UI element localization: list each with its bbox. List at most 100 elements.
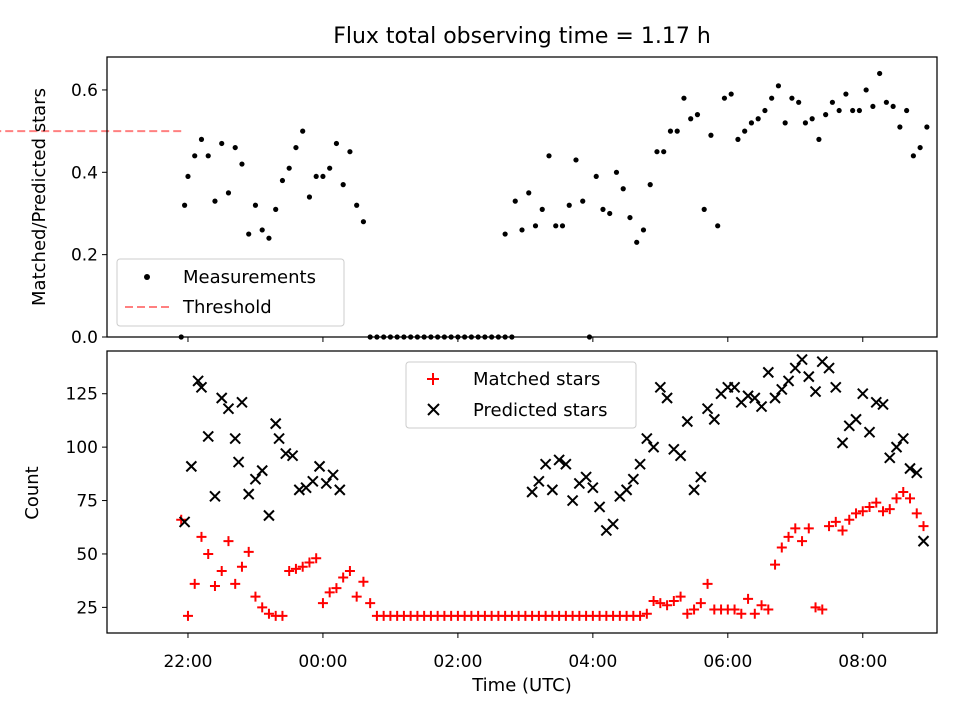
measurement-point [225, 190, 232, 196]
predicted-stars-point [313, 460, 326, 473]
measurement-point [870, 103, 876, 110]
predicted-stars-point [769, 392, 781, 404]
measurement-point [890, 103, 896, 110]
y-tick-label: 100 [66, 438, 98, 458]
y-tick-label: 75 [76, 492, 98, 512]
bottom-legend: Matched stars Predicted stars [405, 361, 637, 429]
predicted-stars-point [904, 462, 916, 475]
measurement-point [829, 99, 836, 105]
measurement-point [863, 87, 869, 93]
measurement-point [877, 70, 883, 77]
predicted-stars-point [327, 469, 339, 481]
matched-stars-point [311, 553, 322, 564]
matched-stars-point [851, 508, 862, 519]
measurement-point [742, 128, 748, 134]
predicted-stars-point [546, 484, 559, 496]
predicted-stars-point [580, 471, 592, 483]
measurement-point [917, 144, 923, 151]
legend-matched-label: Matched stars [473, 369, 600, 390]
matched-stars-point [648, 595, 659, 606]
measurement-point [239, 161, 245, 167]
predicted-stars-point [269, 417, 282, 430]
matched-stars-point [297, 561, 308, 572]
predicted-stars-point [674, 449, 687, 462]
measurement-point [340, 182, 346, 188]
measurement-point [721, 95, 728, 101]
predicted-stars-point [755, 400, 768, 413]
predicted-stars-point [307, 475, 319, 488]
measurement-point [198, 136, 205, 142]
matched-stars-point [743, 593, 754, 604]
measurement-point [512, 198, 518, 204]
predicted-stars-point [249, 473, 262, 485]
matched-stars-point [351, 591, 362, 602]
matched-stars-point [668, 595, 679, 606]
measurement-point [593, 173, 599, 180]
bottom-data-layer [176, 353, 930, 621]
measurement-point [681, 95, 687, 101]
measurement-point [519, 227, 525, 233]
predicted-stars-point [884, 452, 896, 464]
matched-stars-point [770, 559, 781, 570]
matched-stars-point [257, 602, 268, 613]
measurement-point [910, 153, 916, 159]
measurement-point [354, 202, 360, 208]
predicted-stars-point [850, 413, 862, 426]
matched-stars-point [817, 604, 828, 615]
predicted-stars-point [897, 432, 909, 445]
predicted-stars-point [877, 398, 889, 411]
measurement-point [904, 107, 910, 114]
measurement-point [883, 99, 889, 105]
matched-stars-point [864, 501, 875, 512]
matched-stars-point [290, 563, 301, 574]
matched-stars-point [635, 610, 646, 621]
predicted-stars-point [607, 518, 619, 530]
matched-stars-point [837, 525, 848, 536]
matched-stars-point [689, 604, 700, 615]
matched-stars-point [756, 600, 767, 611]
predicted-stars-point [830, 381, 842, 394]
measurement-point [313, 173, 319, 180]
predicted-stars-point [823, 362, 835, 374]
matched-stars-point [662, 600, 673, 611]
predicted-stars-point [209, 490, 221, 502]
predicted-stars-point [263, 509, 275, 522]
legend-matched-marker [427, 373, 439, 385]
matched-stars-point [196, 531, 207, 542]
measurement-point [796, 99, 802, 105]
measurement-point [266, 235, 272, 241]
top-legend: Measurements Threshold [116, 258, 345, 327]
top-plot-frame [106, 56, 938, 338]
predicted-stars-point [708, 413, 721, 426]
y-tick-label: 25 [76, 598, 98, 618]
measurement-point [620, 186, 626, 192]
matched-stars-point [898, 487, 909, 497]
matched-stars-point [905, 493, 916, 504]
measurement-point [667, 128, 674, 134]
matched-stars-point [763, 604, 774, 615]
measurement-point [640, 227, 647, 233]
measurement-point [924, 124, 930, 130]
measurement-point [762, 107, 768, 114]
matched-stars-point [702, 578, 713, 589]
measurement-point [627, 214, 633, 221]
measurement-point [661, 149, 667, 155]
measurement-point [701, 206, 707, 212]
measurement-point [546, 153, 552, 159]
matched-stars-point [358, 576, 369, 587]
predicted-stars-point [178, 516, 191, 528]
measurement-point [192, 153, 198, 159]
measurement-point [755, 116, 761, 122]
measurement-point [320, 173, 326, 180]
matched-stars-point [695, 598, 706, 609]
matched-stars-point [209, 581, 220, 591]
matched-stars-point [803, 523, 814, 534]
measurement-point [600, 206, 606, 212]
measurement-point [252, 202, 259, 208]
bottom-panel: 25 50 75 100 125 Count Matched stars Predict… [22, 350, 938, 634]
measurement-point [809, 116, 815, 122]
matched-stars-point [338, 572, 349, 583]
measurement-point [232, 144, 238, 151]
matched-stars-point [682, 608, 693, 619]
measurement-point [539, 206, 545, 212]
